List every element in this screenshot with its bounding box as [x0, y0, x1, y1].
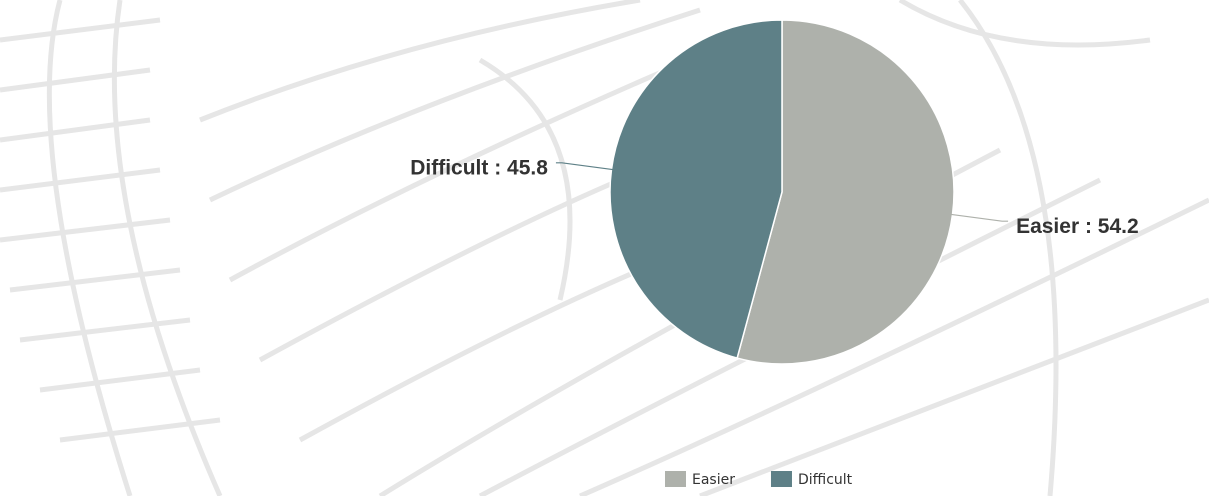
leader-line [555, 162, 618, 171]
leader-line [946, 213, 1009, 222]
legend: Easier Difficult [665, 471, 853, 488]
pie: Easier : 54.2 Difficult : 45.8 [410, 19, 1139, 365]
legend-swatch [665, 471, 686, 487]
data-label: Difficult : 45.8 [410, 156, 548, 179]
legend-label: Difficult [798, 472, 853, 488]
legend-label: Easier [692, 472, 735, 488]
data-label: Easier : 54.2 [1016, 215, 1139, 238]
legend-swatch [770, 471, 792, 487]
